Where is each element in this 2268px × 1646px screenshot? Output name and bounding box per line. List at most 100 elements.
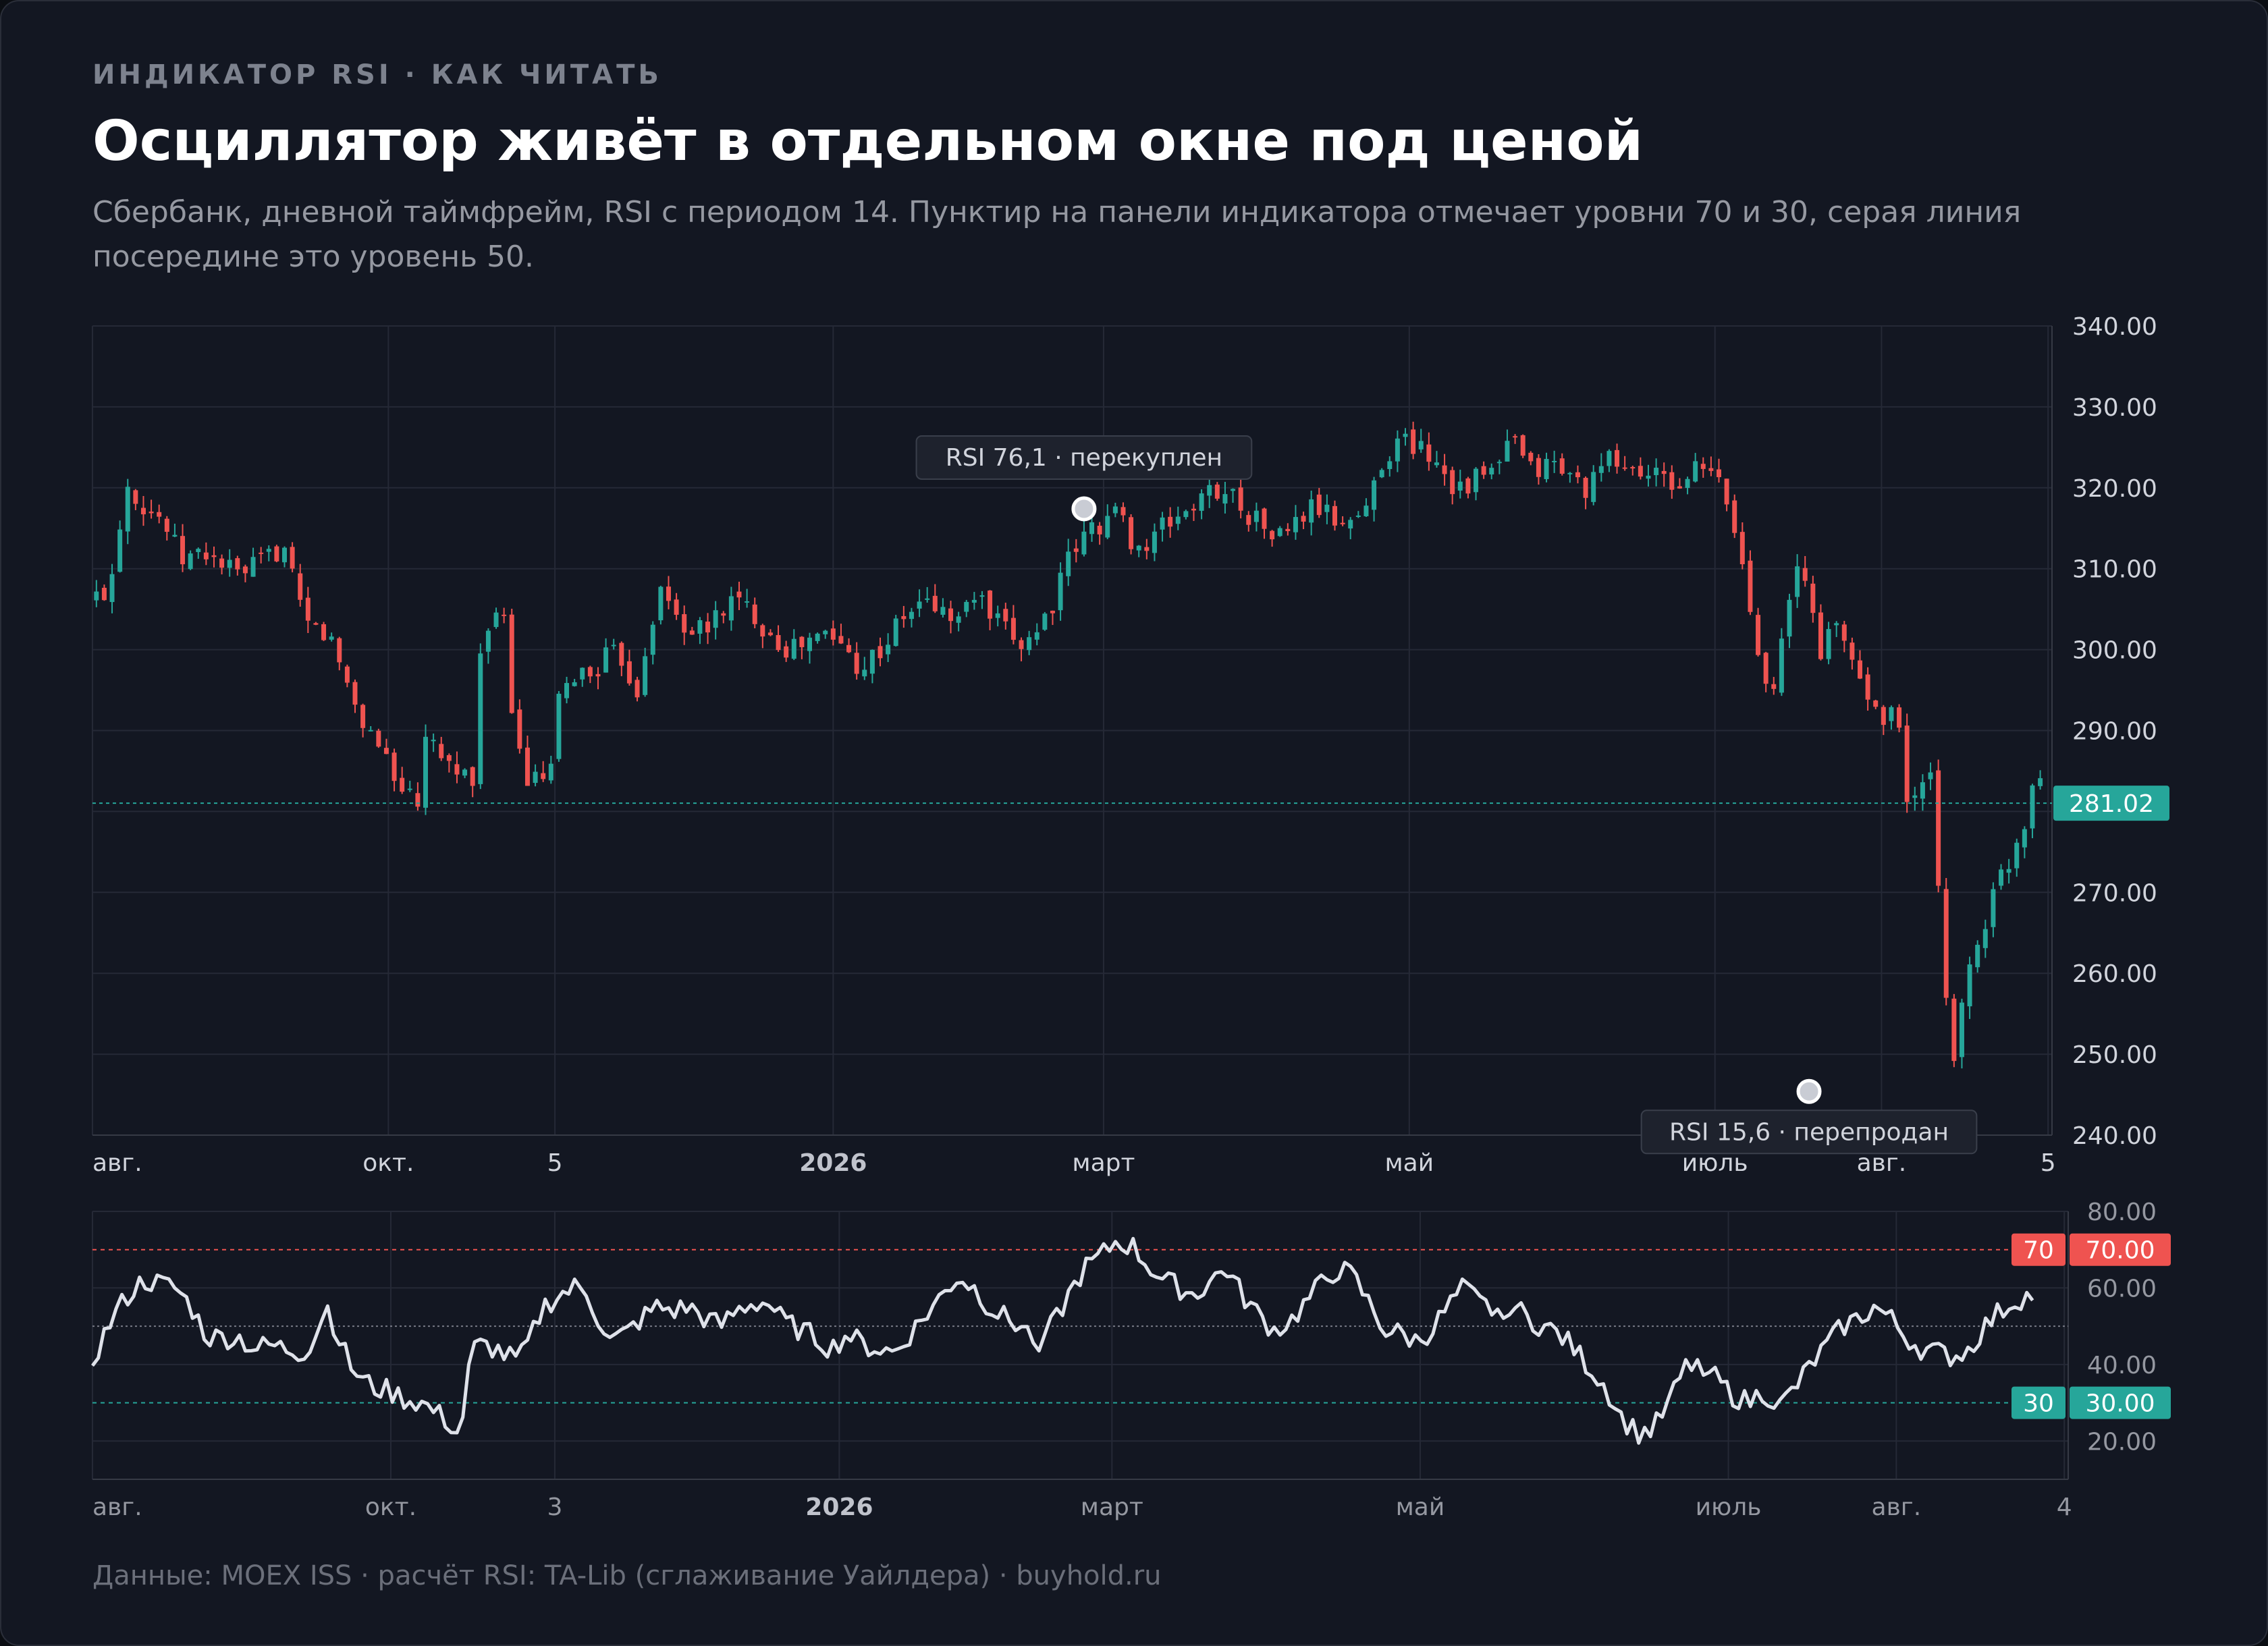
candle-body [172,534,178,537]
rsi-level-70-axis-label: 70.00 [2085,1237,2155,1265]
candle-body [517,709,522,749]
candle-body [1426,444,1432,462]
candle-body [1355,515,1361,517]
candle-body [1622,467,1627,469]
candle-body [1732,500,1737,533]
candle-body [626,661,632,684]
candle-body [470,767,475,786]
candle-body [862,669,867,677]
candle-body [1756,615,1761,655]
candle-body [886,644,891,655]
candle-body [736,591,742,598]
price-x-tick-label: 5 [547,1149,563,1177]
candle-body [1638,466,1643,477]
candle-body [1951,998,1957,1062]
candle-body [1771,684,1777,689]
candle-body [1332,505,1338,526]
candle-body [1340,522,1345,524]
candle-body [956,616,961,623]
candle-body [493,612,499,628]
candle-body [611,644,616,647]
candle-body [838,636,844,644]
candle-body [1928,772,1933,779]
candle-body [423,736,429,808]
candle-body [1027,637,1032,651]
candle-body [541,773,546,779]
candle-body [281,547,287,563]
candle-body [1598,466,1604,473]
rsi-line [91,1236,2034,1445]
candle-body [1089,522,1095,534]
candle-body [1050,610,1055,613]
rsi-x-tick-label: 3 [547,1493,562,1521]
price-y-tick-label: 250.00 [2072,1041,2157,1069]
candle-body [259,552,264,554]
candle-body [1936,770,1941,886]
candle-body [995,613,1000,618]
candle-body [524,747,530,786]
candle-body [1073,548,1079,552]
candle-body [157,512,162,517]
candle-body [1920,782,1925,799]
candle-body [564,683,570,698]
candle-body [587,667,593,677]
candle-body [1975,944,1980,968]
candle-body [1489,468,1494,475]
candle-body [439,744,444,759]
candle-body [682,614,687,633]
candle-body [415,793,421,807]
rsi-level-70-axis-tag [2070,1233,2171,1266]
candle-body [203,552,209,559]
candle-body [101,587,107,601]
rsi-x-tick-label: июль [1696,1493,1762,1521]
candle-body [1677,486,1682,489]
candle-body [1003,609,1008,622]
candle-body [595,674,601,677]
candle-body [509,614,514,713]
candle-body [1066,551,1071,576]
price-x-tick-label: март [1072,1149,1135,1177]
price-y-tick-label: 320.00 [2072,475,2157,503]
candle-body [1889,707,1894,721]
candle-body [925,598,930,600]
candle-body [227,559,232,568]
candle-body [1575,472,1580,478]
candle-body [603,647,609,673]
candle-body [548,763,554,781]
candle-body [979,595,985,597]
candle-body [1010,618,1016,640]
candle-body [932,595,938,611]
rsi-level-70-label: 70 [2023,1237,2054,1265]
rsi-y-tick-label: 20.00 [2087,1428,2157,1456]
candle-body [1081,531,1087,555]
candle-body [400,777,405,792]
price-y-tick-label: 270.00 [2072,879,2157,907]
candle-body [109,574,115,603]
candle-body [1434,462,1439,466]
price-panel: 340.00330.00320.00310.00300.00290.00280.… [92,313,2169,1177]
candle-body [117,529,123,572]
candle-body [1606,451,1612,466]
last-price-label: 281.02 [2069,790,2154,818]
candle-body [196,549,201,553]
candle-body [1097,526,1102,534]
candle-body [893,618,898,647]
candle-body [1967,964,1972,1007]
candle-body [290,547,295,569]
rsi-x-tick-label: окт. [365,1493,416,1521]
candle-body [619,642,624,666]
annotation-box [915,435,1253,480]
candle-body [2022,829,2027,848]
candle-body [1654,468,1659,476]
rsi-plot-area [92,1211,2068,1479]
candle-body [188,553,193,570]
rsi-panel: 80.00 60.00 40.00 20.00 авг. окт. 3 2026 март май… [91,1199,2171,1521]
candle-body [1591,472,1596,502]
candle-body [846,644,852,653]
candle-body [1160,517,1165,530]
candle-body [1474,468,1479,493]
candle-body [454,764,460,775]
candle-body [1982,929,1988,948]
candle-body [1991,889,1996,927]
rsi-x-tick-label: март [1081,1493,1143,1521]
